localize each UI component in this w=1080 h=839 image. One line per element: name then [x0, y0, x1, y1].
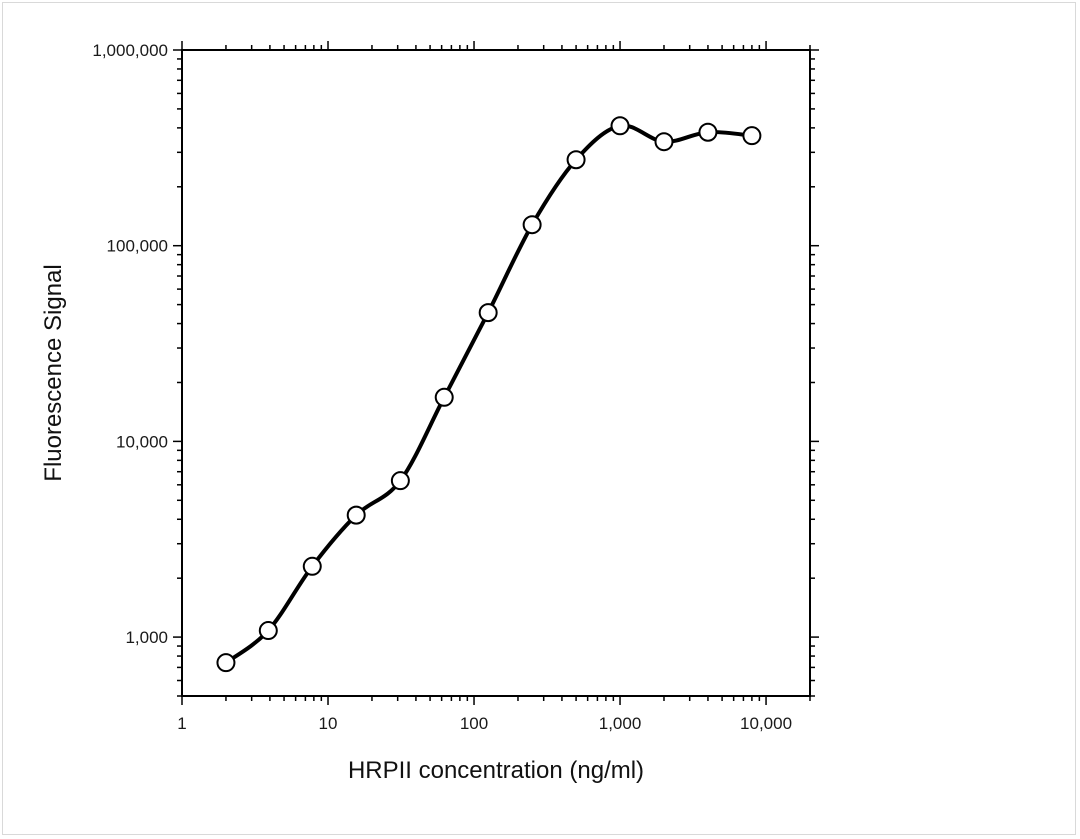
curve-layer — [224, 123, 754, 665]
data-point — [698, 122, 718, 142]
data-point — [346, 505, 366, 525]
data-point — [742, 126, 762, 146]
x-axis-label: HRPII concentration (ng/ml) — [348, 757, 644, 784]
y-tick-label: 10,000 — [116, 432, 168, 451]
data-point — [478, 303, 498, 323]
data-point — [258, 621, 278, 641]
x-tick-label: 10 — [319, 714, 338, 733]
x-tick-label: 1,000 — [599, 714, 642, 733]
y-tick-label: 1,000 — [125, 628, 168, 647]
data-point — [522, 215, 542, 235]
y-axis-label: Fluorescence Signal — [40, 264, 67, 481]
y-tick-label: 1,000,000 — [92, 41, 168, 60]
points-layer — [216, 116, 762, 673]
x-tick-label: 1 — [177, 714, 186, 733]
chart: 1 10 100 1,000 10,000 1,000 10,000 100,000 1,000… — [40, 41, 819, 784]
y-tick-label: 100,000 — [107, 237, 168, 256]
data-point — [654, 132, 674, 152]
ticks-layer: 1 10 100 1,000 10,000 1,000 10,000 100,000 1,000… — [92, 41, 819, 733]
data-point — [390, 471, 410, 491]
fit-curve — [224, 123, 754, 665]
x-tick-label: 100 — [460, 714, 488, 733]
data-point — [566, 150, 586, 170]
data-point — [434, 387, 454, 407]
x-tick-label: 10,000 — [740, 714, 792, 733]
plot-frame — [181, 49, 811, 697]
data-point — [610, 116, 630, 136]
data-point — [302, 556, 322, 576]
data-point — [216, 653, 236, 673]
